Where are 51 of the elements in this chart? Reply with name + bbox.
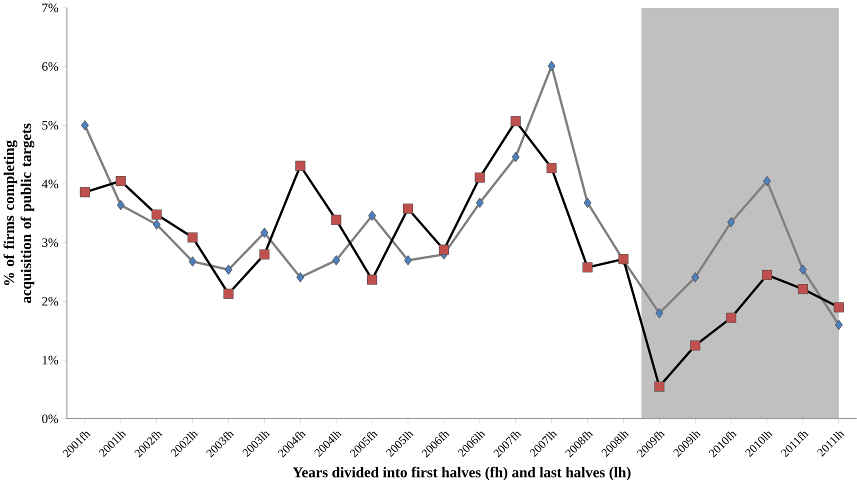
y-tick-label: 4% (42, 180, 58, 188)
point (331, 214, 342, 225)
point (80, 187, 90, 198)
point (654, 381, 664, 392)
point (762, 270, 772, 280)
point (512, 152, 520, 162)
point (548, 60, 556, 72)
point (834, 302, 844, 312)
point (834, 320, 843, 330)
y-tick-label: 2% (42, 297, 58, 306)
point (295, 160, 306, 171)
y-axis-title: % of firms completing acquisition of public targets (4, 124, 34, 304)
point (152, 219, 161, 230)
x-axis-title: Years divided into first halves (fh) and last halves (lh) (292, 466, 631, 480)
point (798, 284, 808, 294)
point (81, 120, 89, 130)
point (332, 255, 340, 266)
point (476, 198, 484, 208)
y-tick-label: 7% (42, 4, 58, 12)
y-tick-label: 6% (42, 62, 58, 71)
point (223, 288, 234, 299)
point (188, 256, 196, 267)
point (546, 163, 557, 174)
point (474, 172, 485, 183)
y-tick-label: 3% (42, 238, 58, 248)
point (259, 249, 270, 260)
y-tick-label: 5% (42, 120, 58, 130)
point (260, 228, 268, 238)
point (368, 210, 376, 221)
point (438, 244, 449, 255)
point (691, 272, 700, 282)
point (763, 176, 771, 186)
point (224, 264, 232, 275)
point (296, 272, 304, 282)
y-tick-label: 1% (42, 356, 58, 364)
point (584, 198, 592, 208)
y-tick-label: 0% (42, 414, 58, 424)
point (152, 209, 162, 220)
point (116, 176, 126, 186)
point (655, 308, 664, 318)
point (582, 262, 593, 272)
point (367, 274, 378, 285)
point (726, 312, 736, 323)
point (404, 255, 412, 266)
point (188, 232, 198, 242)
point (727, 217, 735, 228)
point (510, 116, 521, 126)
point (690, 340, 700, 350)
point (402, 204, 414, 214)
point (116, 200, 125, 210)
point (799, 264, 807, 275)
